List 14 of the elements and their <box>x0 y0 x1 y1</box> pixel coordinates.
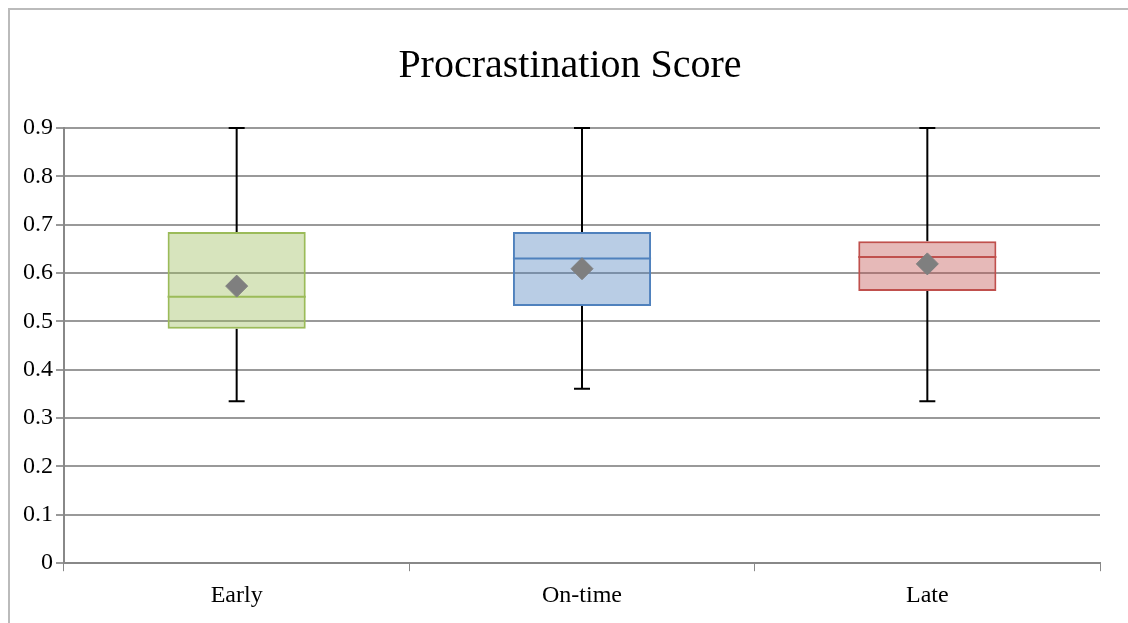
x-tick-label: Early <box>210 580 263 607</box>
y-tick-label: 0.4 <box>23 355 53 382</box>
y-tick-label: 0 <box>41 548 53 575</box>
y-tick-label: 0.5 <box>23 306 53 333</box>
y-tick-label: 0.9 <box>23 113 53 140</box>
y-tick-label: 0.7 <box>23 210 53 237</box>
x-tick-label: Late <box>906 580 949 607</box>
y-tick-label: 0.3 <box>23 403 53 430</box>
x-tick-label: On-time <box>542 580 622 607</box>
y-tick-label: 0.1 <box>23 500 53 527</box>
y-tick-label: 0.8 <box>23 161 53 188</box>
y-tick-label: 0.6 <box>23 258 53 285</box>
chart-title: Procrastination Score <box>397 40 743 87</box>
y-tick-label: 0.2 <box>23 451 53 478</box>
